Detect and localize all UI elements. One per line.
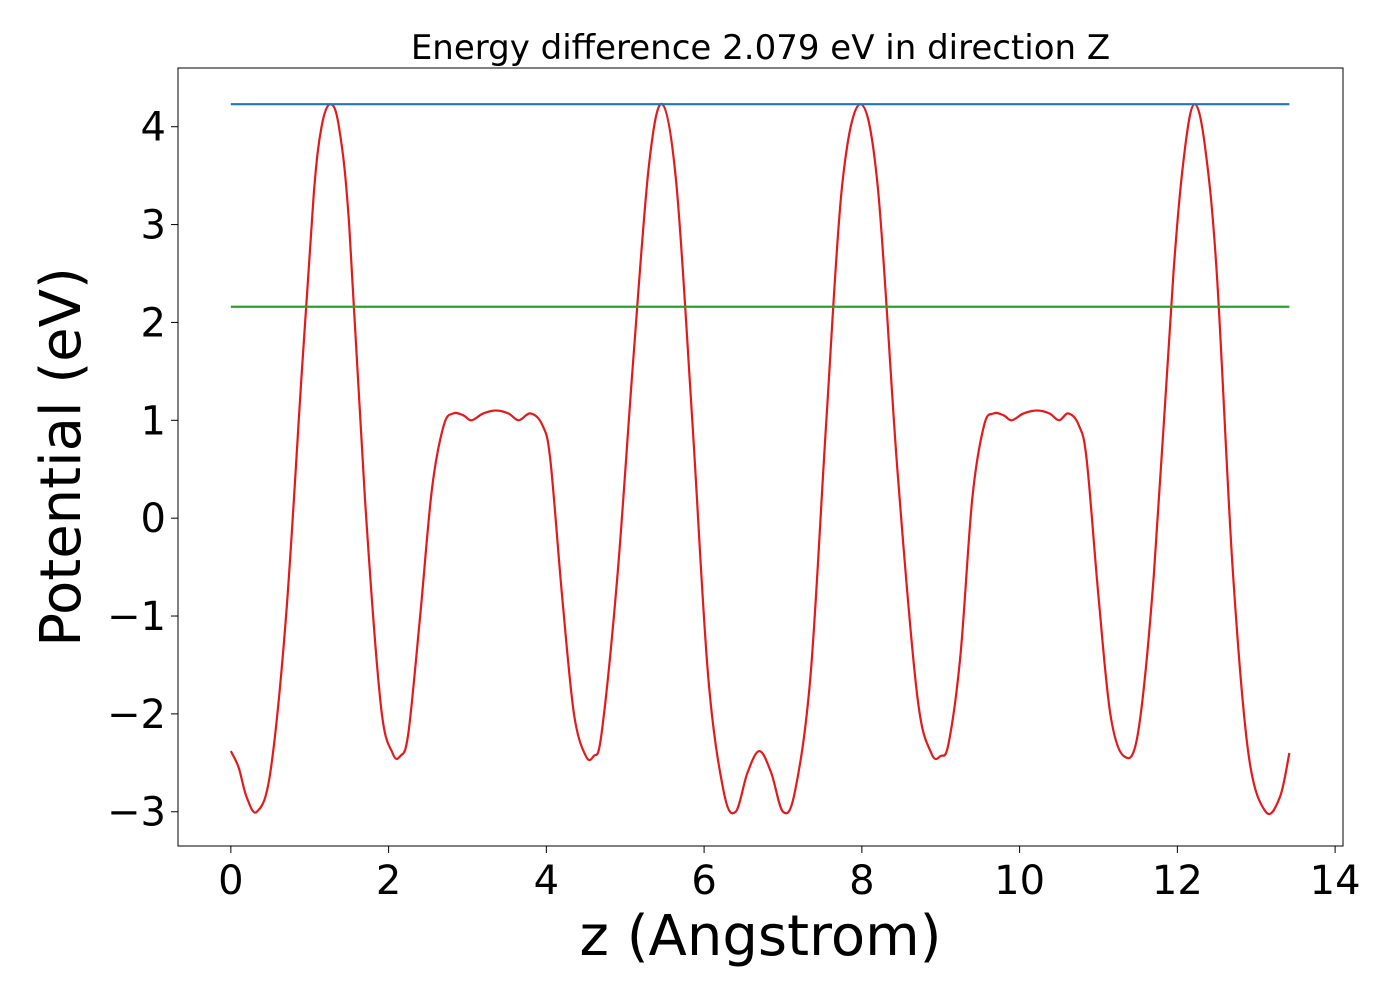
y-tick-label: 0: [141, 496, 166, 542]
y-tick-label: −2: [107, 692, 166, 738]
x-tick-label: 8: [849, 858, 874, 904]
x-axis-label: z (Angstrom): [580, 904, 942, 969]
potential-curve: [229, 102, 1291, 816]
y-axis-label: Potential (eV): [29, 267, 94, 647]
x-tick-label: 10: [994, 858, 1045, 904]
x-tick-label: 12: [1152, 858, 1203, 904]
y-axis: −3 −2 −1 0 1 2 3 4: [107, 105, 178, 836]
chart-title: Energy difference 2.079 eV in direction …: [411, 28, 1110, 68]
x-tick-label: 0: [218, 858, 243, 904]
x-axis: 0 2 4 6 8 10 12 14: [218, 846, 1361, 904]
x-tick-label: 6: [691, 858, 716, 904]
x-tick-label: 2: [376, 858, 401, 904]
x-tick-label: 4: [534, 858, 559, 904]
y-tick-label: 1: [141, 398, 166, 444]
y-tick-label: −1: [107, 594, 166, 640]
y-tick-label: 4: [141, 105, 166, 151]
y-tick-label: 2: [141, 300, 166, 346]
x-tick-label: 14: [1310, 858, 1361, 904]
plot-series-group: [229, 102, 1291, 816]
plot-frame: [177, 67, 1344, 847]
y-tick-label: −3: [107, 790, 166, 836]
y-tick-label: 3: [141, 203, 166, 249]
